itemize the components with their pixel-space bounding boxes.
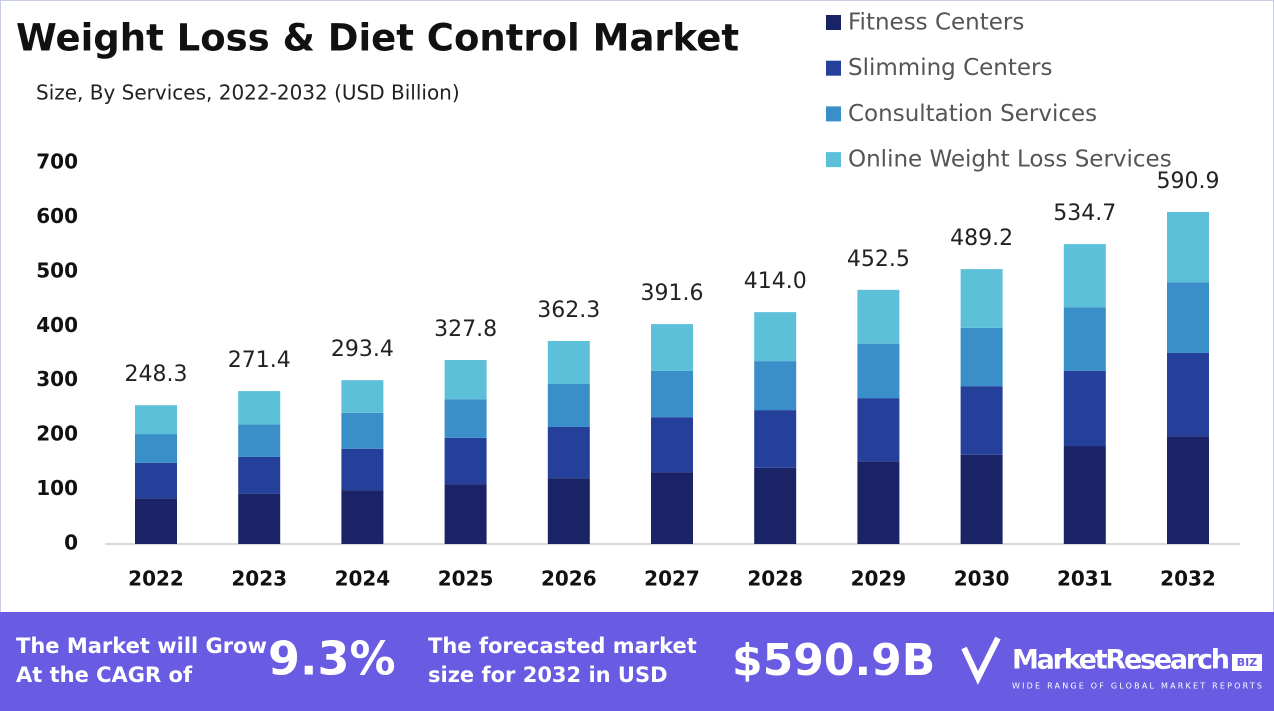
legend-label: Slimming Centers [848,55,1052,81]
x-tick-label: 2026 [541,567,597,591]
x-tick-label: 2024 [335,567,391,591]
bar-segment [135,434,177,463]
x-tick-label: 2031 [1057,567,1113,591]
legend-swatch [826,106,841,122]
bar-segment [135,405,177,435]
total-label: 534.7 [1053,201,1116,226]
x-tick-label: 2023 [231,567,287,591]
bar-segment [651,417,693,473]
brand-tag-box [1232,654,1262,671]
bar-segment [341,448,384,491]
legend-swatch [826,15,841,30]
y-tick-label: 400 [36,313,78,337]
legend-label: Fitness Centers [848,10,1024,36]
chart-subtitle: Size, By Services, 2022-2032 (USD Billio… [36,81,460,105]
x-tick-label: 2028 [747,567,803,591]
y-tick-label: 700 [36,150,78,174]
bar-segment [547,340,590,384]
bar-segment [857,289,900,344]
bar-segment [651,370,693,418]
bar-segment [857,461,900,544]
banner-forecast: $590.9B [732,635,935,686]
total-label: 414.0 [744,269,807,294]
total-label: 248.3 [125,362,188,387]
bar-segment [1167,211,1209,283]
total-label: 452.5 [847,247,910,272]
bar-segment [651,472,693,544]
bar-segment [238,391,281,425]
bar-segment [1063,446,1106,544]
x-tick-label: 2025 [438,567,494,591]
y-tick-label: 0 [64,531,78,555]
bar-segment [1167,352,1209,437]
x-tick-label: 2030 [954,567,1010,591]
bar-segment [1063,244,1106,308]
chart-title: Weight Loss & Diet Control Market [16,17,739,60]
bar-segment [444,399,487,438]
banner-cagr: 9.3% [268,632,396,686]
total-label: 590.9 [1157,169,1220,194]
bar-segment [444,437,487,485]
bar-segment [135,462,177,499]
bar-segment [754,361,797,411]
y-tick-label: 200 [36,422,78,446]
x-tick-label: 2029 [851,567,907,591]
banner [0,612,1274,711]
bar-segment [547,426,590,479]
bar-segment [1167,282,1209,353]
y-tick-label: 500 [36,258,78,282]
legend-swatch [826,152,841,168]
bar-segment [960,327,1003,387]
tagline: WIDE RANGE OF GLOBAL MARKET REPORTS [1012,682,1262,691]
total-label: 271.4 [228,348,291,373]
legend-swatch [826,60,841,76]
bar-segment [1063,307,1106,371]
y-tick-label: 600 [36,204,78,228]
bar-segment [238,456,281,494]
x-tick-label: 2032 [1160,567,1216,591]
bar-segment [341,412,384,449]
total-label: 362.3 [537,298,600,323]
bar-segment [960,269,1003,328]
bar-segment [754,312,797,362]
y-tick-label: 300 [36,367,78,391]
brand-tag: BIZ [1237,656,1257,669]
bar-segment [857,343,900,399]
banner-text: The forecasted market [428,634,697,658]
x-tick-label: 2022 [128,567,184,591]
bar-segment [238,493,281,544]
banner-text: size for 2032 in USD [428,663,668,687]
bar-segment [651,324,693,371]
bar-segment [754,410,797,468]
bar-segment [341,490,384,544]
banner-text: At the CAGR of [16,663,193,687]
bar-segment [341,380,384,413]
brand: MarketResearch [1012,645,1230,676]
bar-segment [960,386,1003,455]
bar-segment [547,478,590,544]
bar-segment [238,424,281,457]
legend-label: Consultation Services [848,101,1097,127]
legend-label: Online Weight Loss Services [848,147,1172,173]
logo-icon [961,636,1001,685]
total-label: 293.4 [331,337,394,362]
total-label: 391.6 [641,281,704,306]
x-tick-label: 2027 [644,567,700,591]
y-tick-label: 100 [36,476,78,500]
bar-segment [135,498,177,544]
bar-segment [754,467,797,544]
bar-segment [444,484,487,544]
banner-text: The Market will Grow [16,634,267,658]
total-label: 327.8 [434,317,497,342]
bar-segment [1167,436,1209,544]
bar-segment [857,398,900,462]
bar-segment [444,360,487,400]
bar-segment [960,454,1003,544]
bar-segment [547,383,590,427]
bar-segment [1063,370,1106,447]
total-label: 489.2 [950,226,1013,251]
